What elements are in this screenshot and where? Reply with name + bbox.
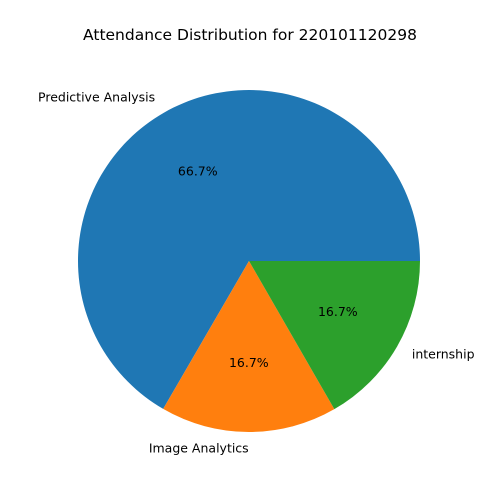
pie-slices — [77, 90, 420, 432]
slice-label-predictive-analysis: Predictive Analysis — [38, 90, 155, 105]
pie-labels: Predictive Analysis 66.7% Image Analytics 1… — [38, 90, 475, 456]
slice-label-internship: internship — [412, 347, 475, 362]
chart-title: Attendance Distribution for 220101120298 — [83, 26, 417, 44]
slice-label-image-analytics: Image Analytics — [149, 441, 249, 456]
slice-percent-image-analytics: 16.7% — [229, 355, 269, 370]
slice-percent-predictive-analysis: 66.7% — [178, 164, 218, 179]
pie-slice-image-analytics — [163, 261, 335, 432]
slice-percent-internship: 16.7% — [318, 304, 358, 319]
pie-slice-internship — [249, 261, 420, 410]
pie-slice-predictive-analysis — [77, 90, 420, 409]
